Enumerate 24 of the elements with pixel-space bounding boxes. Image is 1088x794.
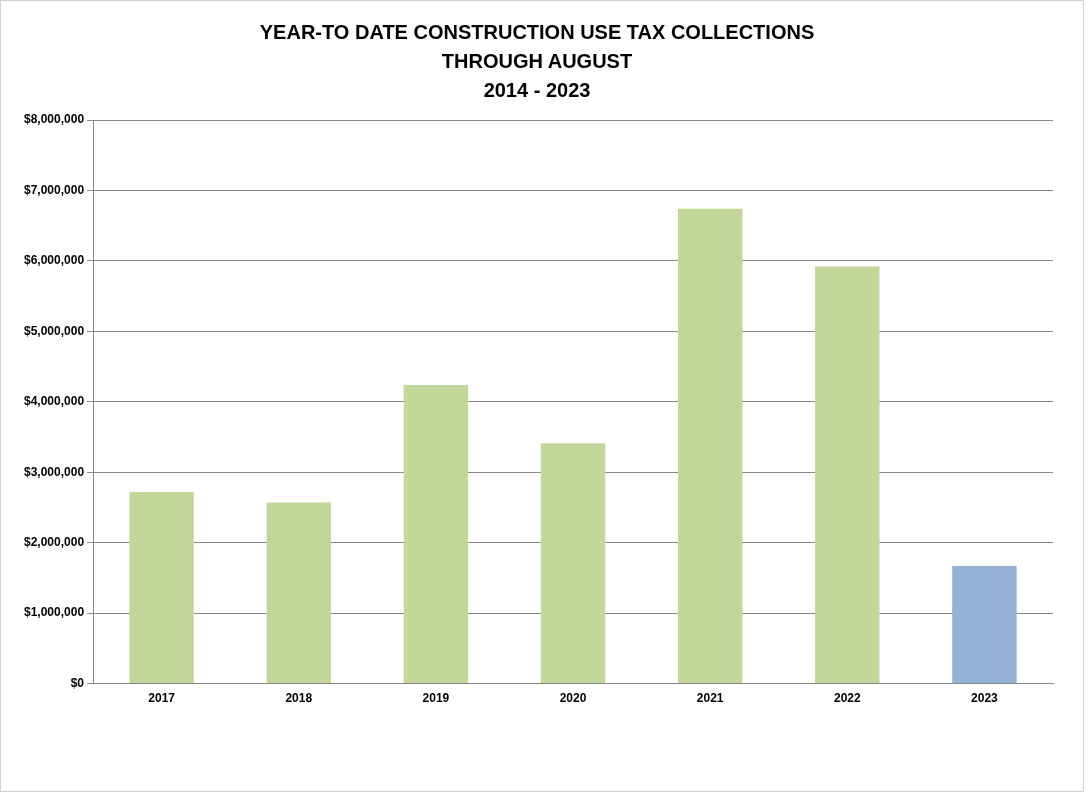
bar — [129, 491, 194, 684]
bar — [403, 384, 469, 684]
bar — [815, 266, 880, 684]
y-tick-label: $5,000,000 — [24, 323, 85, 338]
bar — [266, 502, 331, 684]
bar — [952, 565, 1017, 684]
y-tick-label: $7,000,000 — [24, 182, 85, 197]
chart-title: YEAR-TO DATE CONSTRUCTION USE TAX COLLECTIONS THROUGH AUGUST 2014 - 2023 — [259, 21, 815, 102]
x-tick-label: 2017 — [148, 691, 176, 706]
y-tick-label: $8,000,000 — [24, 112, 85, 127]
y-tick-label: $2,000,000 — [24, 535, 85, 550]
x-tick-label: 2019 — [422, 691, 450, 706]
y-tick-label: $0 — [70, 675, 85, 690]
x-tick-label: 2018 — [285, 691, 313, 706]
bar — [540, 443, 606, 684]
x-tick-label: 2022 — [833, 691, 861, 706]
x-tick-label: 2021 — [696, 691, 724, 706]
x-tick-label: 2023 — [971, 691, 999, 706]
x-tick-label: 2020 — [559, 691, 587, 706]
y-tick-label: $1,000,000 — [24, 605, 85, 620]
y-tick-label: $3,000,000 — [24, 464, 85, 479]
y-tick-label: $4,000,000 — [24, 394, 85, 409]
bar — [677, 208, 743, 684]
y-tick-label: $6,000,000 — [24, 253, 85, 268]
